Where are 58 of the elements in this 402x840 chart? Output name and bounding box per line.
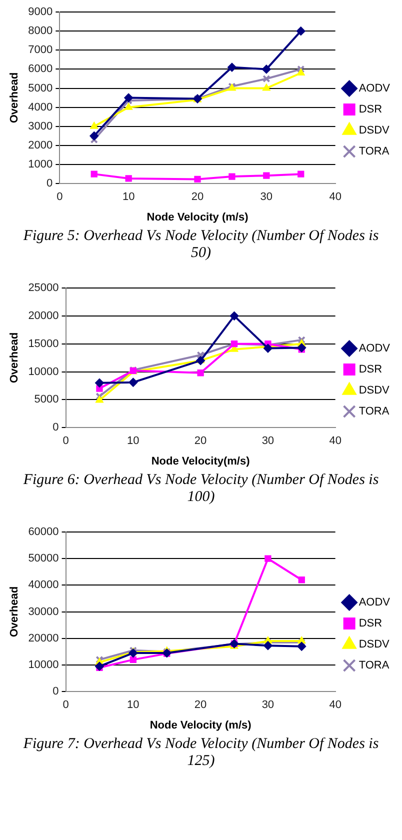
legend-label: AODV — [358, 342, 391, 355]
legend-label: TORA — [358, 660, 390, 672]
legend-label: AODV — [358, 82, 391, 95]
legend-label: DSR — [358, 364, 382, 376]
x-tick-label: 10 — [127, 435, 140, 448]
legend-label: DSDV — [358, 384, 390, 397]
x-tick-label: 30 — [260, 191, 273, 204]
y-tick-label: 25000 — [28, 282, 59, 294]
x-tick-label: 0 — [62, 699, 69, 712]
y-tick-label: 10000 — [28, 366, 59, 378]
y-tick-label: 3000 — [28, 120, 53, 132]
legend-label: AODV — [358, 596, 391, 609]
x-axis-title: Node Velocity (m/s) — [150, 719, 252, 732]
legend-label: DSDV — [358, 124, 390, 137]
legend-label: DSDV — [358, 638, 390, 651]
y-tick-label: 20000 — [28, 310, 59, 322]
y-tick-label: 2000 — [28, 140, 53, 152]
y-tick-label: 20000 — [28, 632, 59, 644]
y-tick-label: 5000 — [28, 82, 53, 94]
y-tick-label: 50000 — [28, 552, 59, 565]
legend-label: TORA — [358, 146, 390, 158]
y-tick-label: 0 — [52, 422, 59, 434]
caption: Figure 6: Overhead Vs Node Velocity (Number Of Nodes is 100) — [22, 472, 380, 506]
caption: Figure 7: Overhead Vs Node Velocity (Number Of Nodes is 125) — [22, 736, 380, 770]
x-tick-label: 30 — [262, 699, 274, 712]
caption: Figure 5: Overhead Vs Node Velocity (Number Of Nodes is 50) — [22, 228, 380, 262]
legend-label: DSR — [358, 104, 382, 116]
x-tick-label: 20 — [194, 699, 207, 712]
y-tick-label: 10000 — [28, 659, 59, 672]
x-tick-label: 10 — [127, 699, 140, 712]
y-tick-label: 5000 — [34, 394, 59, 406]
y-tick-label: 1000 — [28, 158, 53, 171]
x-tick-label: 10 — [122, 191, 135, 204]
x-tick-label: 40 — [329, 191, 342, 204]
y-tick-label: 0 — [52, 686, 59, 698]
y-tick-label: 0 — [46, 178, 53, 190]
y-tick-label: 15000 — [28, 338, 59, 350]
y-tick-label: 4000 — [28, 101, 53, 114]
x-tick-label: 30 — [262, 435, 274, 448]
y-tick-label: 6000 — [28, 63, 53, 76]
legend-label: DSR — [358, 618, 382, 630]
y-tick-label: 40000 — [28, 579, 59, 592]
x-tick-label: 20 — [191, 191, 204, 204]
legend-label: TORA — [358, 406, 390, 418]
x-tick-label: 40 — [329, 435, 342, 448]
y-axis-title: Overhead — [8, 586, 21, 638]
x-axis-title: Node Velocity (m/s) — [146, 211, 249, 224]
y-tick-label: 7000 — [28, 44, 53, 56]
y-tick-label: 9000 — [28, 6, 53, 18]
x-axis-title: Node Velocity(m/s) — [151, 455, 250, 468]
x-tick-label: 20 — [194, 435, 207, 448]
x-tick-label: 40 — [329, 699, 342, 712]
y-tick-label: 30000 — [28, 606, 59, 618]
x-tick-label: 0 — [62, 435, 69, 448]
y-tick-label: 60000 — [28, 526, 59, 538]
y-tick-label: 8000 — [28, 25, 53, 38]
y-axis-title: Overhead — [8, 332, 21, 384]
y-axis-title: Overhead — [8, 72, 21, 124]
